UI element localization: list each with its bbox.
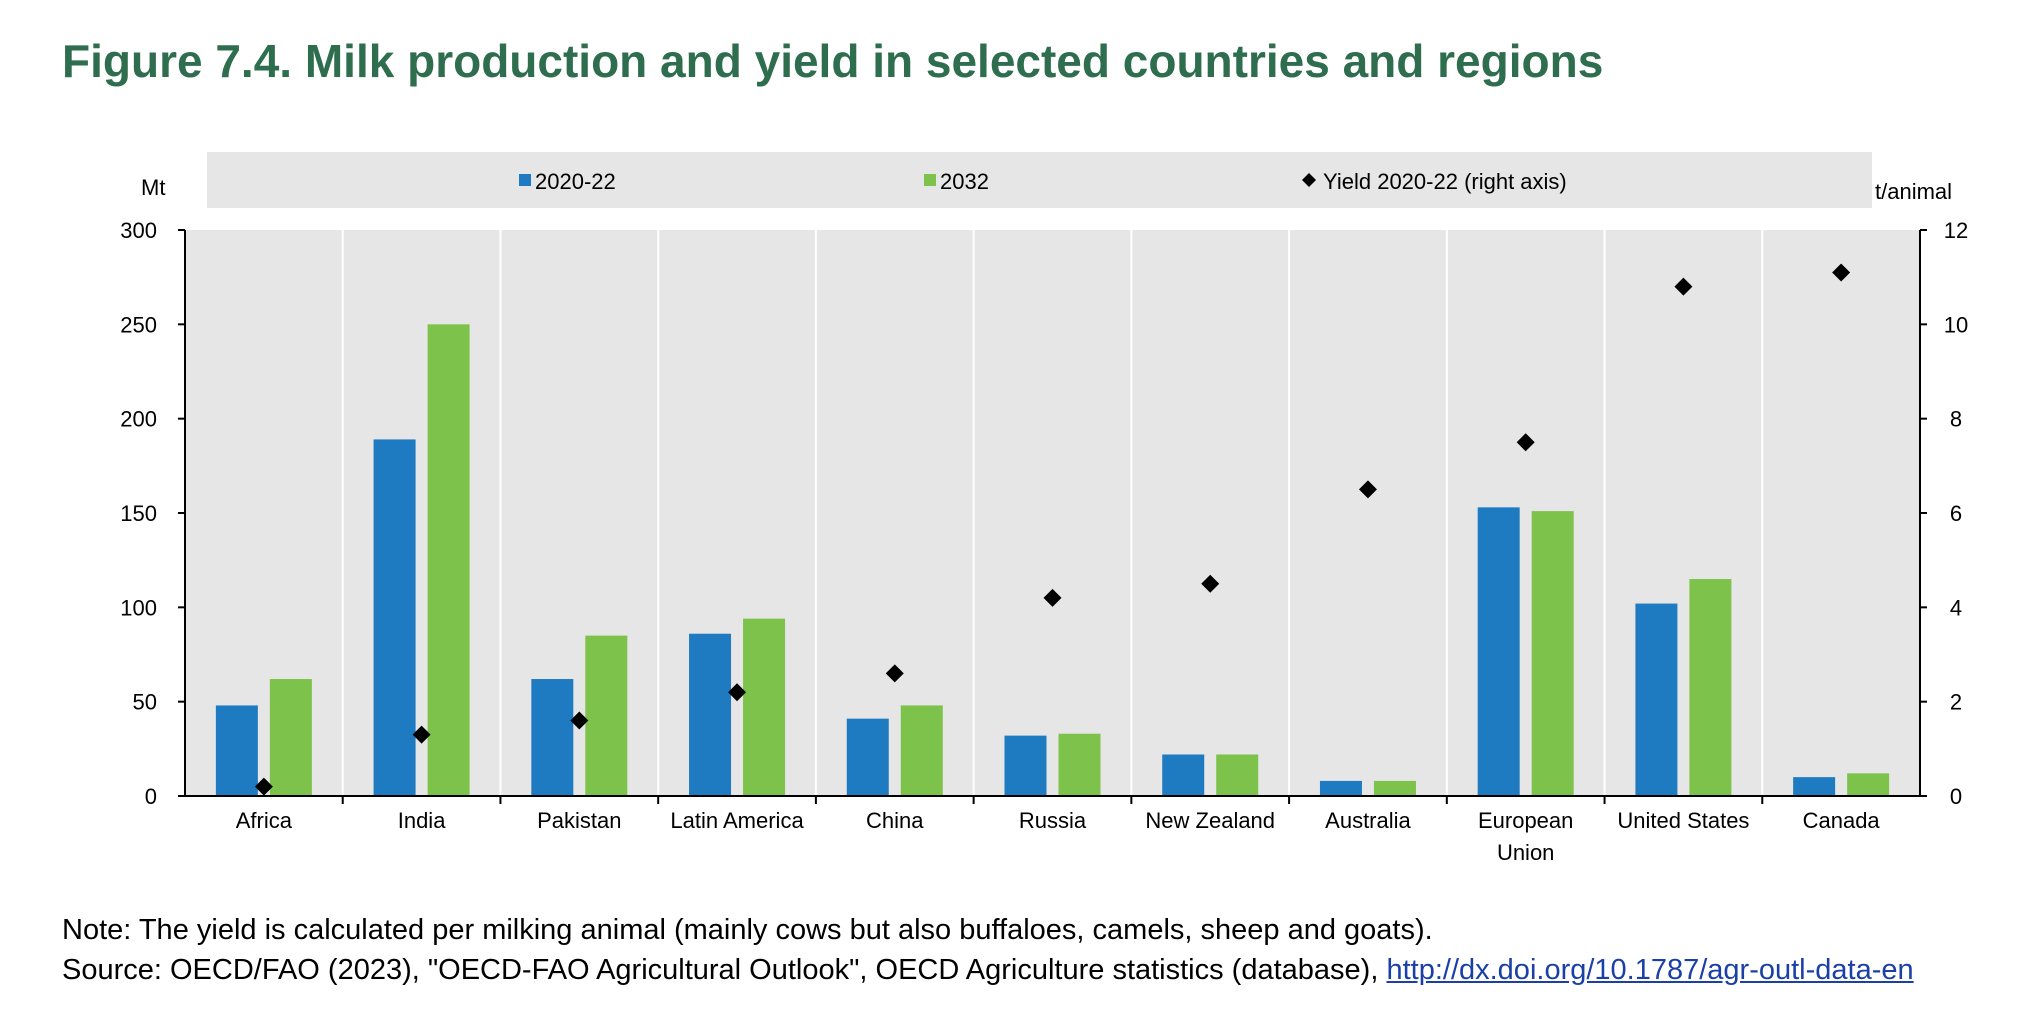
bar-2020-22-pakistan — [531, 679, 574, 796]
right-tick-label: 2 — [1950, 690, 1962, 715]
yield-series — [254, 263, 1851, 796]
right-tick-label: 8 — [1950, 407, 1962, 432]
bar-2032-european-union — [1531, 511, 1574, 796]
source-text: Source: OECD/FAO (2023), "OECD-FAO Agric… — [62, 950, 2022, 990]
category-label: Union — [1497, 840, 1554, 865]
bar-2032-canada — [1847, 773, 1890, 796]
yield-point-australia — [1358, 480, 1377, 499]
left-tick-label: 200 — [120, 407, 157, 432]
legend-swatch-2020-22 — [519, 174, 531, 186]
yield-point-canada — [1832, 263, 1851, 282]
yield-point-pakistan — [570, 711, 589, 730]
plot-area — [185, 230, 1920, 796]
right-axis-ticks: 0 2 4 6 8 10 12 — [1920, 218, 1968, 809]
bar-2020-22-united-states — [1635, 603, 1678, 796]
left-tick-label: 0 — [145, 784, 157, 809]
left-axis-ticks: 0 50 100 150 200 250 300 — [120, 218, 185, 809]
legend-swatch-2032 — [924, 174, 936, 186]
milk-production-chart: 0 50 100 150 200 250 300 0 2 4 6 8 10 12 Africa India… — [120, 152, 1968, 865]
bar-2020-22-india — [373, 439, 416, 796]
bar-2032-australia — [1373, 780, 1416, 796]
bar-2020-22-china — [846, 718, 889, 796]
right-tick-label: 12 — [1944, 218, 1968, 243]
page-title: Figure 7.4. Milk production and yield in… — [62, 35, 1604, 87]
yield-point-russia — [1043, 588, 1062, 607]
bar-2032-united-states — [1689, 579, 1732, 796]
category-label: Latin America — [670, 808, 804, 833]
yield-point-africa — [254, 777, 273, 796]
source-link[interactable]: http://dx.doi.org/10.1787/agr-outl-data-… — [1386, 954, 1914, 986]
bar-2020-22-european-union — [1477, 507, 1520, 796]
bar-2020-22-russia — [1004, 735, 1047, 796]
category-label: Canada — [1803, 808, 1881, 833]
note-text: Note: The yield is calculated per milkin… — [62, 914, 1433, 946]
right-tick-label: 10 — [1944, 312, 1968, 337]
category-label: United States — [1617, 808, 1749, 833]
bar-series — [215, 324, 1890, 796]
left-tick-label: 100 — [120, 595, 157, 620]
bar-2020-22-australia — [1319, 780, 1362, 796]
category-label: Africa — [236, 808, 293, 833]
yield-point-latin-america — [728, 683, 747, 702]
legend-label-yield: Yield 2020-22 (right axis) — [1323, 169, 1567, 194]
yield-point-new-zealand — [1201, 574, 1220, 593]
left-axis-unit: Mt — [141, 175, 165, 200]
right-axis-unit: t/animal — [1875, 179, 1952, 204]
category-separators — [341, 230, 1764, 804]
left-tick-label: 150 — [120, 501, 157, 526]
right-tick-label: 4 — [1950, 595, 1962, 620]
category-labels: Africa India Pakistan Latin America China Rus… — [236, 808, 1881, 865]
bar-2020-22-latin-america — [689, 633, 732, 796]
bar-2020-22-new-zealand — [1162, 754, 1205, 796]
bar-2020-22-canada — [1793, 777, 1836, 796]
category-label: China — [866, 808, 924, 833]
bar-2032-china — [900, 705, 943, 796]
category-label: Pakistan — [537, 808, 621, 833]
right-tick-label: 6 — [1950, 501, 1962, 526]
left-tick-label: 50 — [133, 690, 157, 715]
yield-point-european-union — [1516, 433, 1535, 452]
bar-2032-pakistan — [585, 635, 628, 796]
bar-2020-22-africa — [215, 705, 258, 796]
notes-section: Note: The yield is calculated per milkin… — [62, 910, 2022, 990]
left-tick-label: 300 — [120, 218, 157, 243]
category-label: European — [1478, 808, 1573, 833]
bar-2032-new-zealand — [1216, 754, 1259, 796]
category-label: Australia — [1325, 808, 1411, 833]
legend-background — [207, 152, 1872, 208]
bar-2032-russia — [1058, 733, 1101, 796]
bar-2032-africa — [269, 679, 312, 796]
legend: 2020-22 2032 Yield 2020-22 (right axis) — [519, 169, 1567, 194]
yield-point-china — [885, 664, 904, 683]
category-label: Russia — [1019, 808, 1087, 833]
legend-marker-yield — [1302, 173, 1316, 187]
yield-point-india — [412, 725, 431, 744]
source-prefix: Source: OECD/FAO (2023), "OECD-FAO Agric… — [62, 954, 1387, 986]
category-label: India — [398, 808, 446, 833]
legend-label-2032: 2032 — [940, 169, 989, 194]
legend-label-2020-22: 2020-22 — [535, 169, 616, 194]
right-tick-label: 0 — [1950, 784, 1962, 809]
bar-2032-india — [427, 324, 470, 796]
yield-point-united-states — [1674, 277, 1693, 296]
left-tick-label: 250 — [120, 312, 157, 337]
category-label: New Zealand — [1145, 808, 1275, 833]
bar-2032-latin-america — [743, 618, 786, 796]
